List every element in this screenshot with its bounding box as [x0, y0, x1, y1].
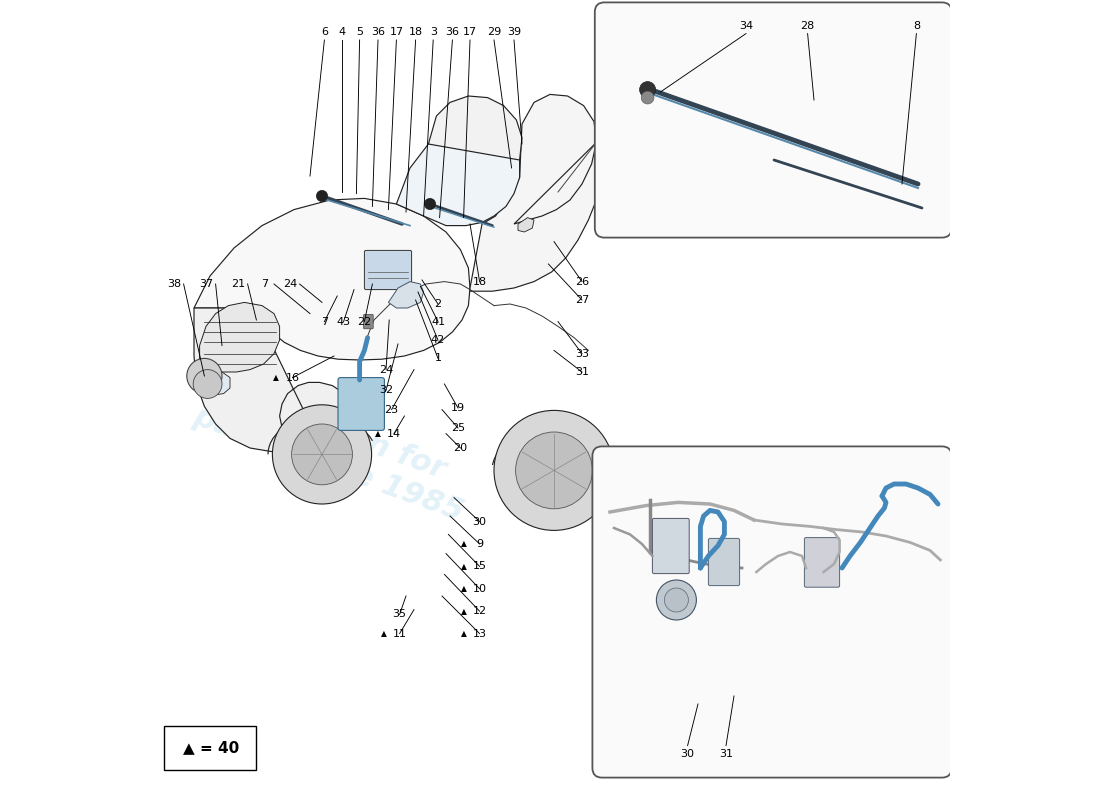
Text: 23: 23: [385, 405, 398, 414]
Text: 31: 31: [719, 749, 733, 758]
Text: 24: 24: [283, 279, 297, 289]
Text: 28: 28: [801, 21, 815, 30]
Text: 35: 35: [393, 610, 407, 619]
Circle shape: [292, 424, 352, 485]
Text: ▲: ▲: [461, 606, 466, 616]
Text: 7: 7: [261, 279, 268, 289]
Text: 17: 17: [389, 27, 404, 37]
Text: 18: 18: [408, 27, 422, 37]
Text: 13: 13: [473, 629, 486, 638]
Circle shape: [425, 198, 436, 210]
FancyBboxPatch shape: [708, 538, 739, 586]
Polygon shape: [396, 126, 519, 226]
Text: 5: 5: [356, 27, 363, 37]
Text: 38: 38: [167, 279, 182, 289]
Text: 27: 27: [575, 295, 590, 305]
Text: 24: 24: [378, 365, 393, 374]
Text: 22: 22: [358, 317, 372, 326]
Text: ▲: ▲: [461, 629, 466, 638]
Circle shape: [641, 91, 654, 104]
Polygon shape: [199, 302, 279, 376]
Text: 4: 4: [339, 27, 345, 37]
FancyBboxPatch shape: [804, 538, 839, 587]
Polygon shape: [388, 282, 424, 308]
Text: 36: 36: [371, 27, 385, 37]
Polygon shape: [202, 372, 230, 395]
FancyBboxPatch shape: [364, 250, 411, 290]
Text: 43: 43: [337, 317, 351, 326]
Text: 37: 37: [199, 279, 213, 289]
Text: 6: 6: [321, 27, 328, 37]
Text: 29: 29: [487, 27, 502, 37]
Polygon shape: [194, 308, 352, 452]
Text: 7: 7: [321, 317, 328, 326]
Text: 30: 30: [473, 517, 486, 526]
Text: 15: 15: [473, 562, 486, 571]
Text: 10: 10: [473, 584, 486, 594]
Circle shape: [516, 432, 593, 509]
FancyBboxPatch shape: [652, 518, 690, 574]
Text: 41: 41: [431, 317, 446, 326]
FancyBboxPatch shape: [164, 726, 256, 770]
Text: 33: 33: [575, 349, 589, 358]
Circle shape: [273, 405, 372, 504]
Text: 1: 1: [434, 354, 441, 363]
Circle shape: [494, 410, 614, 530]
Text: 12: 12: [473, 606, 486, 616]
Text: ▲: ▲: [274, 373, 279, 382]
Text: ▲: ▲: [461, 584, 466, 594]
Text: 26: 26: [575, 277, 590, 286]
Text: 36: 36: [446, 27, 460, 37]
FancyBboxPatch shape: [595, 2, 952, 238]
Circle shape: [657, 580, 696, 620]
Text: 32: 32: [378, 386, 393, 395]
Text: 42: 42: [431, 335, 446, 345]
Text: 21: 21: [231, 279, 245, 289]
Text: ▲: ▲: [461, 539, 466, 549]
Circle shape: [639, 82, 656, 98]
Text: 19: 19: [451, 403, 465, 413]
Text: 3: 3: [430, 27, 437, 37]
Text: 2: 2: [434, 299, 441, 309]
Polygon shape: [518, 218, 534, 232]
Text: 11: 11: [393, 629, 407, 638]
FancyBboxPatch shape: [364, 314, 373, 329]
Text: 17: 17: [463, 27, 477, 37]
Polygon shape: [470, 94, 600, 291]
Text: 14: 14: [387, 429, 402, 438]
Text: 39: 39: [507, 27, 521, 37]
Text: 31: 31: [575, 367, 589, 377]
FancyBboxPatch shape: [338, 378, 384, 430]
Text: 16: 16: [285, 373, 299, 382]
Text: ▲: ▲: [375, 429, 381, 438]
Text: ▲: ▲: [381, 629, 386, 638]
Polygon shape: [194, 198, 470, 360]
Text: 30: 30: [681, 749, 694, 758]
Text: ▲ = 40: ▲ = 40: [183, 741, 239, 755]
Text: 25: 25: [451, 423, 465, 433]
Text: a passion for
parts since 1985: a passion for parts since 1985: [189, 370, 478, 526]
Text: 18: 18: [473, 277, 486, 286]
Circle shape: [664, 588, 689, 612]
Circle shape: [194, 370, 222, 398]
Circle shape: [317, 190, 328, 202]
Circle shape: [187, 358, 222, 394]
Text: 20: 20: [453, 443, 468, 453]
Text: 8: 8: [913, 21, 920, 30]
Text: ▲: ▲: [461, 562, 466, 571]
Text: 34: 34: [739, 21, 754, 30]
Polygon shape: [428, 96, 522, 160]
FancyBboxPatch shape: [593, 446, 952, 778]
Text: 9: 9: [476, 539, 483, 549]
